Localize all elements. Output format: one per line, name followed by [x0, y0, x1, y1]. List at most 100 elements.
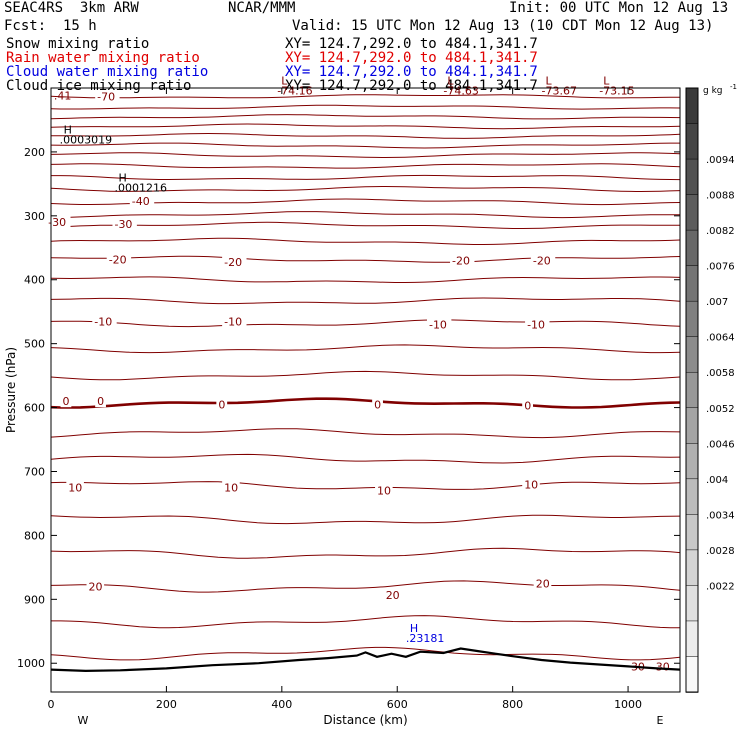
colorbar-tick-label: .0076: [706, 262, 735, 273]
contour-label-bg: [66, 481, 84, 494]
header-org: NCAR/MMM: [228, 0, 296, 16]
colorbar-swatch: [685, 371, 699, 409]
contour-label: 0: [374, 398, 381, 411]
colorbar-swatch: [685, 585, 699, 622]
contour-label-bg: [216, 398, 228, 411]
colorbar-swatch: [685, 158, 699, 196]
x-tick-label: 800: [502, 698, 523, 711]
colorbar-swatch: [685, 656, 699, 693]
field-cloudice-label: Cloud ice mixing ratio: [6, 78, 192, 94]
isotherm-line: [51, 255, 680, 263]
extrema-value: .0003019: [60, 134, 112, 147]
field-cloudice-xy: XY= 124.7,292.0 to 484.1,341.7: [285, 78, 538, 94]
isotherm-line: [51, 237, 680, 245]
colorbar-frame: [685, 87, 699, 693]
extrema-value: -74.63: [443, 84, 478, 97]
contour-label-bg: [450, 254, 475, 267]
extrema-letter: L: [603, 74, 610, 87]
y-tick-label: 700: [24, 465, 45, 478]
isotherm-line: [51, 615, 680, 629]
extrema-letter: L: [546, 74, 553, 87]
isotherm-line: [51, 198, 680, 206]
colorbar-swatch: [685, 229, 699, 267]
contour-label-bg: [86, 580, 105, 593]
terrain-surface-line: [50, 647, 681, 673]
isotherm-line: [51, 344, 680, 354]
colorbar-swatch: [685, 549, 699, 587]
colorbar-swatch: [685, 123, 699, 160]
colorbar-tick-label: .0028: [706, 546, 735, 557]
isotherm-line: [51, 547, 680, 559]
extrema-value: .41: [54, 90, 72, 103]
isotherm-line: [51, 123, 680, 130]
x-tick-label: 400: [271, 698, 292, 711]
isotherm-line: [51, 104, 680, 110]
isotherm-line: [51, 428, 680, 439]
colorbar-tick-label: .0064: [706, 333, 735, 344]
contour-label-bg: [530, 254, 556, 267]
y-tick-label: 1000: [17, 657, 45, 670]
colorbar-swatch: [685, 620, 699, 658]
contour-label-bg: [522, 399, 533, 412]
colorbar-unit: g kg: [703, 86, 723, 96]
extrema-value: .0001216: [114, 182, 167, 195]
contour-label-bg: [525, 318, 550, 331]
contour-label-bg: [222, 255, 247, 268]
contour-label: -20: [224, 256, 242, 269]
contour-label-bg: [60, 395, 72, 408]
header-model: SEAC4RS 3km ARW: [4, 0, 139, 16]
contour-label-bg: [426, 318, 452, 331]
extrema-letter: H: [118, 172, 126, 185]
extrema-markers: .41L-74.16L-74.63L-73.67L-73.15H.0003019…: [54, 74, 635, 645]
y-tick-label: 200: [24, 146, 45, 159]
x-end-label-left: W: [78, 714, 89, 727]
contour-label-bg: [222, 481, 240, 494]
contour-label-bg: [92, 315, 117, 328]
contour-label: 0: [97, 395, 104, 408]
isotherm-line: [51, 276, 680, 283]
field-rain-xy: XY= 124.7,292.0 to 484.1,341.7: [285, 50, 538, 66]
contour-label: -70: [97, 90, 115, 103]
contour-label-bg: [375, 484, 393, 497]
isotherm-line: [51, 297, 680, 305]
colorbar-swatch: [685, 443, 699, 480]
y-tick-label: 300: [24, 210, 45, 223]
field-cloudwater-xy: XY= 124.7,292.0 to 484.1,341.7: [285, 64, 538, 80]
header-fcst: Fcst: 15 h: [4, 18, 97, 34]
colorbar-swatch: [685, 300, 699, 338]
contour-label-bg: [522, 478, 540, 491]
isotherm-line: [51, 319, 680, 328]
field-snow-xy: XY= 124.7,292.0 to 484.1,341.7: [285, 36, 538, 52]
isotherm-line: [51, 646, 680, 661]
colorbar-swatch: [685, 87, 699, 125]
contour-label: -40: [132, 195, 150, 208]
colorbar-tick-label: .004: [706, 475, 728, 486]
colorbar-swatch: [685, 336, 699, 373]
isotherm-line: [51, 163, 680, 169]
isotherm-line: [51, 94, 680, 99]
colorbar: .0094 .0088 .0082 .0076 .007 .0064 .0058 .0052.…: [685, 83, 737, 693]
isotherm-contours: [51, 94, 680, 661]
contour-label-bg: [372, 398, 383, 411]
isotherm-line: [51, 152, 680, 159]
isotherm-line: [51, 132, 680, 139]
colorbar-tick-label: .0034: [706, 510, 735, 521]
colorbar-tick-label: .0058: [706, 368, 735, 379]
contour-label: -10: [429, 318, 447, 331]
contour-label-bg: [222, 315, 247, 328]
field-snow-label: Snow mixing ratio: [6, 36, 150, 52]
contour-label: -30: [48, 216, 66, 229]
y-tick-label: 500: [24, 338, 45, 351]
extrema-letter: H: [64, 124, 72, 137]
y-tick-label: 400: [24, 274, 45, 287]
colorbar-tick-label: .0094: [706, 155, 735, 166]
contour-label: 0: [218, 398, 225, 411]
x-tick-label: 1000: [614, 698, 642, 711]
isotherm-line: [51, 481, 680, 490]
isotherm-line: [51, 174, 680, 181]
contour-label: 30: [656, 660, 670, 673]
field-cloudwater-label: Cloud water mixing ratio: [6, 64, 209, 80]
isotherm-line: [51, 580, 680, 593]
